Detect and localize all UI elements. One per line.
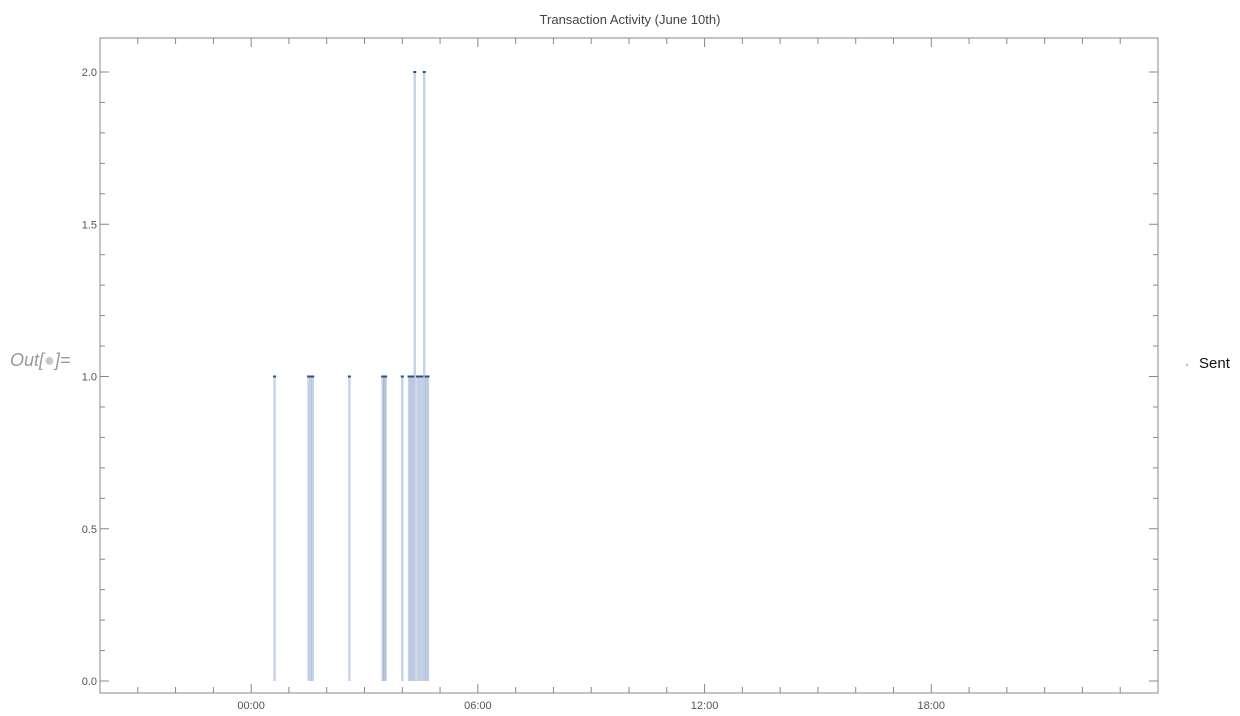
bar (409, 376, 413, 681)
bar (423, 72, 426, 681)
bar (413, 72, 416, 681)
bars-layer (273, 71, 430, 681)
out-suffix: ]= (54, 350, 71, 370)
bar (311, 376, 314, 681)
legend-label-sent: Sent (1199, 355, 1231, 372)
bar (348, 376, 351, 681)
bar (416, 376, 419, 681)
x-tick-label: 18:00 (918, 700, 946, 712)
bar (424, 376, 428, 681)
legend: Sent (1185, 355, 1231, 372)
out-prefix: Out[ (10, 350, 45, 370)
y-tick-label: 1.5 (82, 219, 97, 231)
y-tick-label: 0.0 (82, 676, 97, 688)
bar (384, 376, 387, 681)
y-tick-label: 1.0 (82, 372, 97, 384)
bar (411, 376, 415, 681)
plot-frame (99, 37, 1159, 694)
out-dot: ● (44, 350, 55, 370)
bar (418, 376, 421, 681)
y-tick-label: 2.0 (82, 67, 97, 79)
bar (381, 376, 384, 681)
x-tick-label: 00:00 (237, 700, 265, 712)
bar (273, 376, 276, 681)
bar (407, 376, 411, 681)
y-tick-label: 0.5 (82, 524, 97, 536)
axis-ticks (100, 38, 1158, 693)
legend-marker-sent (1185, 363, 1189, 367)
bar (382, 376, 386, 681)
output-cell-label: Out[●]= (10, 350, 70, 371)
axis-labels: 0.0 0.5 1.0 1.5 2.0 00:00 06:00 12:00 18:00 (82, 67, 945, 712)
bar (309, 376, 313, 681)
bar (420, 376, 424, 681)
chart-title: Transaction Activity (June 10th) (540, 12, 721, 27)
bar (401, 376, 404, 681)
x-tick-label: 06:00 (464, 700, 492, 712)
bar (426, 376, 430, 681)
x-tick-label: 12:00 (691, 700, 719, 712)
bar (307, 376, 310, 681)
